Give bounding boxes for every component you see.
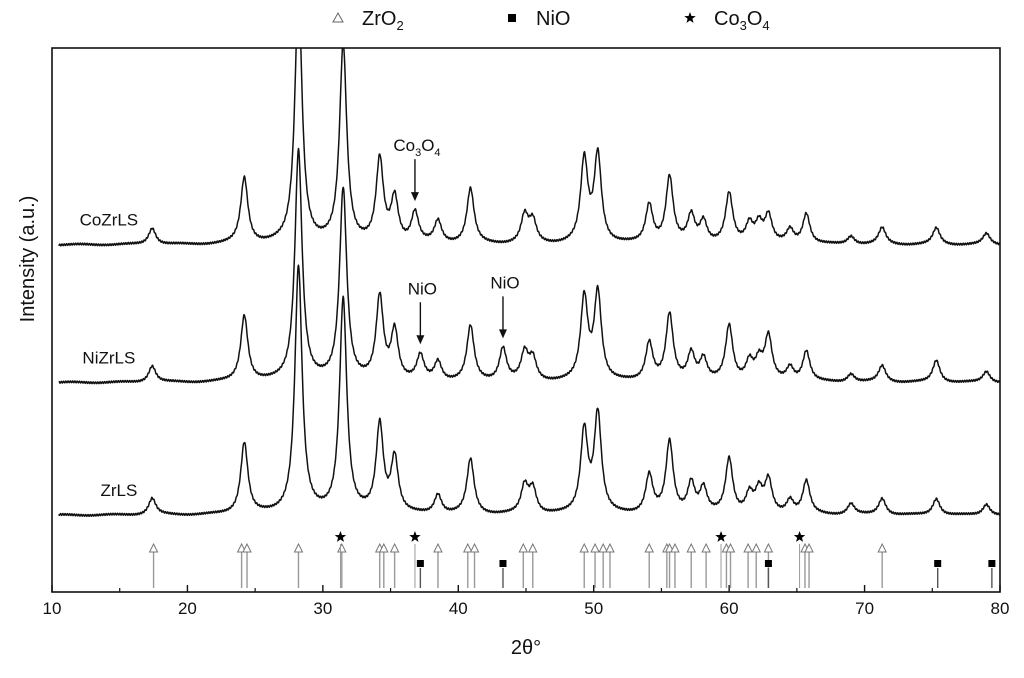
x-tick-label: 10 (43, 599, 62, 618)
x-tick-label: 80 (991, 599, 1010, 618)
star-icon (409, 531, 421, 542)
triangle-icon (751, 542, 762, 553)
triangle-icon (462, 542, 473, 553)
annotation-label-part: O (421, 136, 434, 155)
square-icon (934, 560, 942, 567)
annotation-label: NiO (490, 273, 519, 292)
legend-label: Co3O4 (714, 8, 770, 33)
x-tick-label: 70 (855, 599, 874, 618)
triangle-icon (877, 542, 887, 553)
x-tick-label: 30 (313, 599, 332, 618)
triangle-icon (763, 542, 774, 553)
annotations: CoZrLS NiZrLS ZrLS Co3O4 NiO NiO (80, 136, 520, 500)
series-label: NiZrLS (82, 348, 135, 367)
triangle-icon (389, 542, 400, 553)
series-line (58, 48, 1000, 247)
triangle-icon (527, 542, 538, 553)
series-layer (58, 48, 1000, 518)
triangle-icon (605, 542, 615, 553)
triangle-icon (518, 542, 529, 553)
legend-label-part: O (747, 8, 763, 30)
legend-label-part: NiO (536, 8, 570, 30)
triangle-icon (644, 542, 655, 553)
annotation-label-sub: 3 (415, 147, 421, 159)
reference-markers (148, 531, 996, 588)
triangle-icon (433, 542, 443, 553)
arrow-head-icon (416, 335, 425, 345)
triangle-icon (148, 542, 159, 553)
triangle-icon (242, 542, 252, 553)
y-axis-label: Intensity (a.u.) (17, 196, 39, 323)
series-line (58, 147, 1000, 385)
legend-label-part: Co (714, 8, 740, 30)
legend-label-sub: 4 (762, 18, 769, 33)
legend-label-sub: 2 (396, 18, 403, 33)
triangle-icon (670, 542, 680, 553)
legend-label: ZrO2 (362, 8, 404, 33)
annotation-label-part: NiO (408, 279, 437, 298)
square-icon (499, 560, 507, 567)
triangle-icon (686, 542, 697, 553)
triangle-icon (701, 542, 711, 553)
triangle-icon (804, 542, 814, 553)
triangle-icon (378, 542, 389, 553)
arrow-head-icon (410, 192, 419, 202)
legend-label: NiO (536, 8, 570, 30)
triangle-icon (469, 542, 480, 553)
x-axis-ticks: 10 20 30 40 50 60 70 80 (43, 585, 1010, 618)
triangle-icon (337, 542, 347, 553)
square-icon (416, 560, 424, 567)
square-icon (764, 560, 772, 567)
square-icon (988, 560, 996, 567)
annotation-label: NiO (408, 279, 437, 298)
triangle-icon (598, 542, 609, 553)
star-icon (684, 12, 696, 23)
series-label: ZrLS (100, 481, 137, 500)
triangle-icon (579, 542, 590, 553)
legend: ZrO2 NiO Co3O4 (332, 8, 770, 33)
annotation-label-part: NiO (490, 273, 519, 292)
x-axis-label: 2θ° (511, 637, 541, 659)
square-icon (508, 14, 516, 22)
triangle-icon (725, 542, 736, 553)
triangle-icon (590, 542, 600, 553)
annotation-label-part: Co (393, 136, 415, 155)
legend-label-part: ZrO (362, 8, 396, 30)
star-icon (793, 531, 806, 542)
annotation-label: Co3O4 (393, 136, 440, 159)
triangle-icon (293, 542, 304, 553)
annotation-label-sub: 4 (434, 147, 440, 159)
series-label: CoZrLS (80, 211, 139, 230)
series-line (58, 264, 1000, 518)
star-icon (334, 531, 347, 542)
x-tick-label: 20 (178, 599, 197, 618)
triangle-icon (743, 542, 753, 553)
arrow-head-icon (498, 329, 507, 339)
legend-label-sub: 3 (740, 18, 747, 33)
triangle-icon (332, 11, 344, 23)
star-icon (715, 531, 727, 542)
x-tick-label: 40 (449, 599, 468, 618)
x-tick-label: 60 (720, 599, 739, 618)
x-tick-label: 50 (584, 599, 603, 618)
